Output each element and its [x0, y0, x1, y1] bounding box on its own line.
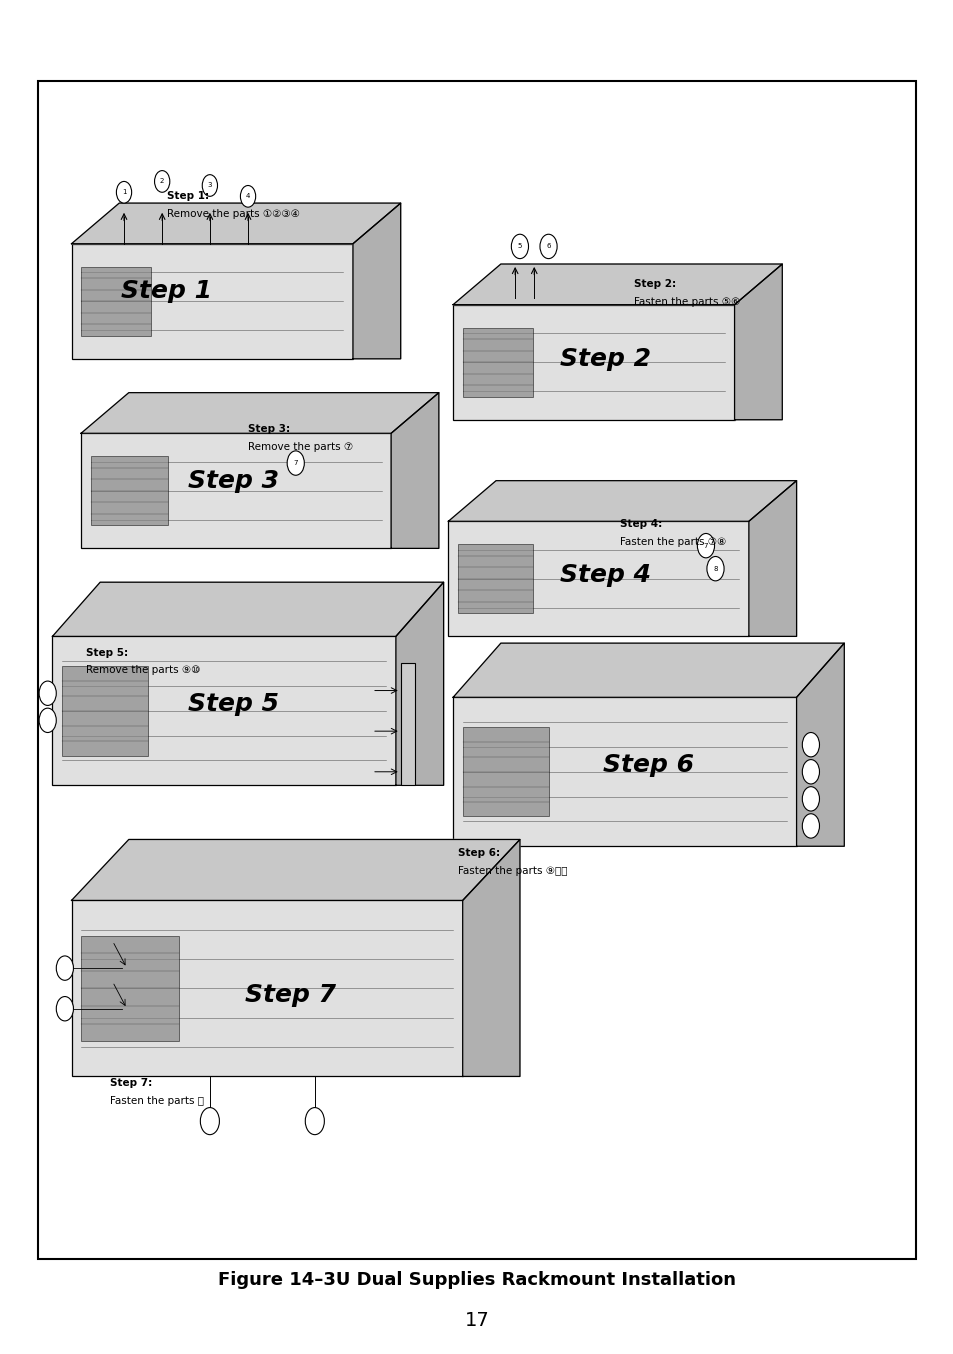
Text: Fasten the parts ⑨⑪⑫: Fasten the parts ⑨⑪⑫ [457, 865, 567, 876]
Text: 2: 2 [160, 179, 164, 184]
Text: 1: 1 [122, 190, 126, 195]
Bar [81, 433, 391, 548]
Circle shape [697, 533, 714, 558]
Text: Remove the parts ⑦: Remove the parts ⑦ [248, 441, 353, 452]
Circle shape [511, 234, 528, 259]
Polygon shape [395, 582, 443, 785]
Polygon shape [391, 393, 438, 548]
Polygon shape [453, 264, 781, 305]
Bar [62, 666, 148, 756]
Circle shape [240, 185, 255, 207]
Bar [462, 727, 548, 816]
Bar [400, 663, 415, 785]
Text: 5: 5 [517, 244, 521, 249]
Text: Step 2: Step 2 [559, 347, 651, 371]
Text: Step 2:: Step 2: [634, 279, 676, 290]
Polygon shape [71, 839, 519, 900]
Text: Step 1:: Step 1: [167, 191, 209, 202]
Circle shape [56, 997, 73, 1021]
Bar [457, 544, 533, 613]
Polygon shape [52, 582, 443, 636]
Circle shape [116, 181, 132, 203]
Circle shape [305, 1108, 324, 1135]
Circle shape [200, 1108, 219, 1135]
Text: Step 6: Step 6 [602, 753, 694, 777]
Text: Step 7:: Step 7: [110, 1078, 152, 1089]
Polygon shape [748, 481, 796, 636]
Circle shape [801, 787, 819, 811]
Text: Figure 14–3U Dual Supplies Rackmount Installation: Figure 14–3U Dual Supplies Rackmount Ins… [218, 1270, 735, 1289]
Text: 6: 6 [546, 244, 550, 249]
Text: 3: 3 [208, 183, 212, 188]
Circle shape [39, 708, 56, 733]
Bar [71, 244, 353, 359]
Text: Step 5: Step 5 [188, 692, 279, 716]
Circle shape [539, 234, 557, 259]
Polygon shape [71, 203, 400, 244]
Circle shape [801, 814, 819, 838]
Bar [453, 697, 796, 846]
Text: Step 1: Step 1 [121, 279, 213, 303]
Text: Step 7: Step 7 [245, 983, 336, 1007]
Text: 17: 17 [464, 1311, 489, 1330]
Text: 8: 8 [713, 566, 717, 571]
Circle shape [39, 681, 56, 705]
Bar [71, 900, 462, 1076]
Circle shape [801, 733, 819, 757]
Text: Step 5:: Step 5: [86, 647, 128, 658]
Circle shape [202, 175, 217, 196]
Bar [52, 636, 395, 785]
Polygon shape [448, 481, 796, 521]
Text: 7: 7 [294, 460, 297, 466]
Polygon shape [734, 264, 781, 420]
Polygon shape [353, 203, 400, 359]
Circle shape [801, 760, 819, 784]
Text: Step 3:: Step 3: [248, 424, 290, 435]
Text: Remove the parts ⑨⑩: Remove the parts ⑨⑩ [86, 665, 200, 676]
Bar [453, 305, 734, 420]
Text: Step 4: Step 4 [559, 563, 651, 588]
Polygon shape [453, 643, 843, 697]
Circle shape [706, 556, 723, 581]
Polygon shape [796, 643, 843, 846]
Circle shape [154, 171, 170, 192]
Bar [81, 267, 152, 336]
Text: Remove the parts ①②③④: Remove the parts ①②③④ [167, 209, 299, 219]
Text: Step 3: Step 3 [188, 468, 279, 493]
Bar [38, 81, 915, 1259]
Circle shape [287, 451, 304, 475]
Text: Fasten the parts ⑦⑧: Fasten the parts ⑦⑧ [619, 536, 725, 547]
Polygon shape [462, 839, 519, 1076]
Bar [462, 328, 533, 397]
Text: Fasten the parts ⑬: Fasten the parts ⑬ [110, 1095, 204, 1106]
Circle shape [56, 956, 73, 980]
Text: 4: 4 [246, 194, 250, 199]
Bar [448, 521, 748, 636]
Text: 7: 7 [703, 543, 707, 548]
Bar [81, 936, 179, 1041]
Text: Step 6:: Step 6: [457, 848, 499, 858]
Text: Fasten the parts ⑤⑥: Fasten the parts ⑤⑥ [634, 297, 740, 307]
Text: Step 4:: Step 4: [619, 519, 661, 529]
Bar [91, 456, 168, 525]
Polygon shape [81, 393, 438, 433]
